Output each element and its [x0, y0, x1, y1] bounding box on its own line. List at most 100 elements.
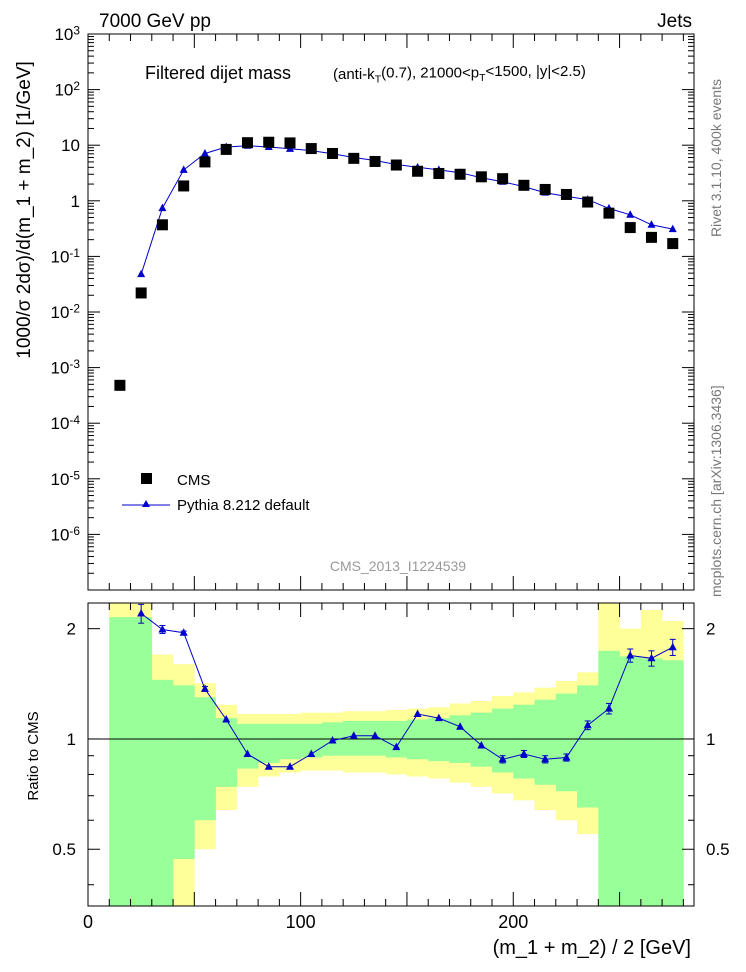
header-left: 7000 GeV pp — [99, 11, 211, 32]
ratio-y-tick-label-right: 0.5 — [706, 840, 730, 859]
pythia-ratio-point — [200, 684, 209, 692]
main-y-tick-label: 10-1​ — [51, 246, 81, 266]
pythia-ratio-point — [328, 736, 337, 744]
pythia-point — [668, 224, 677, 233]
pythia-ratio-point — [541, 754, 550, 763]
band-green-bin — [236, 723, 259, 769]
pythia-ratio-point — [137, 608, 146, 617]
pythia-ratio-line — [140, 613, 673, 768]
main-y-tick-label: 10-2​ — [51, 302, 81, 322]
main-y-tick-label: 10-4​ — [51, 413, 81, 433]
pythia-ratio-point — [604, 704, 613, 712]
main-frame — [87, 33, 695, 591]
band-green — [109, 617, 684, 906]
cms-point — [454, 168, 466, 180]
x-axis-label: (m_1 + m_2) / 2 [GeV] — [493, 937, 691, 959]
main-y-tick-label: 1 — [71, 192, 80, 211]
main-y-tick-label: 103​ — [54, 24, 80, 44]
cms-series — [114, 136, 679, 391]
band-green-bin — [492, 708, 514, 773]
cms-point — [497, 173, 509, 185]
pythia-ratio-point — [179, 628, 188, 636]
pythia-ratio-point — [222, 715, 231, 723]
pythia-point — [626, 210, 635, 218]
main-y-tick-label: 10-3​ — [51, 357, 81, 377]
band-green-bin — [619, 656, 642, 906]
cms-point — [305, 143, 317, 155]
cms-point — [199, 156, 211, 168]
cms-point — [582, 196, 594, 208]
pythia-ratio-point — [264, 762, 273, 770]
ratio-frame — [87, 602, 695, 907]
pythia-ratio-series — [137, 603, 677, 770]
band-green-bin — [428, 718, 450, 762]
cms-point — [348, 152, 360, 164]
pythia-ratio-point — [371, 731, 380, 739]
pythia-ratio-point — [519, 749, 528, 757]
pythia-point — [158, 203, 167, 212]
pythia-point — [179, 165, 188, 173]
main-panel: 10-6​ 10-5​ 10-4​ 10-3​ 10-2​ 10-1​ 1 10 102​ 103… — [51, 24, 695, 591]
band-green-bin — [662, 660, 684, 906]
pythia-point — [137, 269, 146, 278]
cms-point — [412, 165, 424, 177]
band-green-bin — [534, 699, 557, 785]
main-axis-ticks — [87, 33, 694, 591]
cms-point — [518, 179, 530, 191]
cms-point — [603, 207, 615, 219]
cms-point — [369, 155, 381, 167]
cms-point — [560, 188, 572, 200]
band-green-bin — [173, 685, 195, 860]
main-y-axis-label: 1000/σ 2dσ)/d(m_1 + m_2) [1/GeV] — [14, 61, 35, 359]
main-y-tick-label: 10-6​ — [51, 524, 81, 544]
band-green-bin — [470, 712, 493, 767]
chart-title: Filtered dijet mass — [145, 63, 291, 83]
ratio-panel: 0.5 0.5 1 1 2 2 0 100 200 — [52, 602, 730, 932]
pythia-ratio-point — [498, 754, 507, 763]
cms-point — [539, 183, 551, 195]
cms-point — [390, 159, 402, 171]
pythia-ratio-point — [626, 650, 635, 659]
band-green-bin — [279, 723, 301, 760]
cms-point — [475, 171, 487, 183]
pythia-ratio-point — [307, 749, 316, 757]
cms-point — [645, 231, 657, 243]
cms-point — [135, 287, 147, 299]
x-tick-label: 200 — [498, 912, 528, 932]
pythia-point — [200, 148, 209, 157]
band-green-bin — [130, 617, 153, 906]
main-y-tick-label: 10-5​ — [51, 468, 81, 488]
legend-pythia-label: Pythia 8.212 default — [177, 497, 310, 514]
cms-point — [284, 137, 296, 149]
pythia-ratio-point — [349, 731, 358, 739]
pythia-ratio-point — [158, 624, 167, 633]
cms-point — [263, 136, 275, 148]
ratio-tick-labels: 0.5 0.5 1 1 2 2 0 100 200 — [52, 620, 729, 932]
cms-point — [114, 379, 126, 391]
mcplots-label: mcplots.cern.ch [arXiv:1306.3436] — [708, 385, 724, 597]
band-green-bin — [258, 723, 280, 763]
chart-subtitle: (anti-kT​(0.7), 21000<pT​<1500, |y|<2.5) — [333, 63, 586, 86]
cms-point — [156, 219, 168, 231]
legend-cms-marker — [141, 473, 152, 484]
pythia-point — [647, 220, 656, 228]
band-green-bin — [109, 617, 131, 906]
ratio-axis-ticks — [87, 603, 694, 906]
cms-point — [241, 137, 253, 149]
rivet-label: Rivet 3.1.10, 400k events — [708, 79, 724, 237]
main-y-tick-labels: 10-6​ 10-5​ 10-4​ 10-3​ 10-2​ 10-1​ 1 10 102​ 103… — [51, 24, 81, 545]
band-green-bin — [151, 679, 174, 906]
legend-pythia-marker — [142, 500, 150, 507]
ratio-y-tick-label-right: 1 — [706, 730, 715, 749]
pythia-ratio-point — [647, 653, 656, 662]
ratio-y-tick-label-right: 2 — [706, 620, 715, 639]
x-tick-label: 0 — [83, 912, 93, 932]
main-y-tick-label: 102​ — [54, 79, 80, 99]
band-green-bin — [640, 658, 663, 906]
band-green-bin — [598, 650, 620, 906]
cms-point — [624, 222, 636, 234]
ratio-y-axis-label: Ratio to CMS — [25, 711, 42, 800]
band-green-bin — [194, 697, 216, 821]
ratio-y-tick-label-left: 1 — [67, 730, 76, 749]
